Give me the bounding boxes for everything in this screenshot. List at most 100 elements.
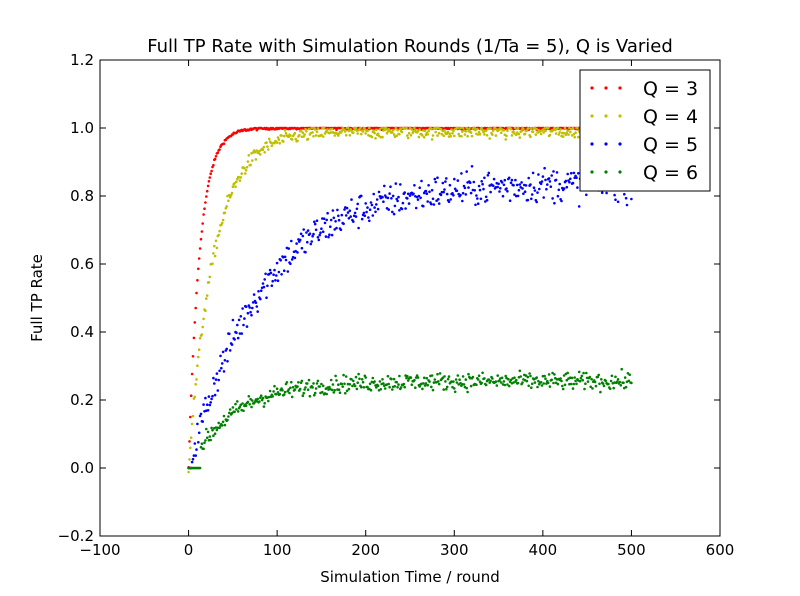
data-point [347, 129, 351, 133]
data-point [231, 406, 235, 409]
data-point [208, 403, 212, 407]
data-point [353, 211, 357, 215]
data-point [263, 278, 267, 281]
data-point [477, 184, 481, 188]
data-point [399, 386, 403, 389]
data-point [523, 132, 527, 136]
data-point [476, 197, 479, 200]
data-point [564, 133, 568, 137]
data-point [199, 237, 203, 241]
data-point [387, 382, 391, 386]
data-point [302, 391, 306, 395]
data-point [600, 378, 603, 381]
data-point [244, 172, 247, 175]
data-point [537, 379, 540, 383]
data-point [492, 129, 495, 132]
data-point [610, 374, 614, 378]
data-point [275, 274, 278, 277]
data-point [200, 230, 204, 233]
data-point [334, 220, 337, 223]
data-point [211, 428, 214, 432]
data-point [556, 382, 560, 386]
data-point [426, 133, 430, 136]
data-point [272, 273, 275, 277]
data-point [197, 257, 201, 260]
data-point [388, 192, 391, 195]
data-point [356, 132, 360, 135]
data-point [348, 383, 352, 386]
data-point [329, 225, 332, 228]
data-point [371, 376, 375, 380]
data-point [188, 440, 191, 443]
data-point [526, 375, 530, 379]
data-point [516, 194, 520, 198]
data-point [272, 390, 275, 393]
data-point [321, 390, 324, 394]
data-point [473, 126, 477, 130]
data-point [568, 180, 571, 184]
data-point [570, 376, 574, 380]
data-point [258, 400, 261, 403]
data-point [418, 385, 422, 388]
data-point [218, 229, 221, 233]
data-point [494, 134, 498, 137]
data-point [326, 211, 329, 215]
data-point [244, 404, 248, 408]
data-point [262, 405, 266, 408]
data-point [452, 129, 455, 133]
data-point [461, 375, 465, 378]
data-point [577, 370, 581, 374]
data-point [209, 438, 212, 442]
legend-marker [604, 86, 608, 90]
data-point [508, 199, 512, 202]
data-point [477, 130, 481, 134]
data-point [306, 382, 309, 385]
data-point [284, 131, 288, 135]
data-point [462, 383, 466, 386]
data-point [202, 317, 205, 321]
data-point [271, 395, 275, 398]
data-point [582, 371, 585, 375]
data-point [391, 388, 394, 391]
data-point [460, 172, 463, 175]
data-point [457, 132, 461, 136]
data-point [427, 129, 430, 133]
data-point [344, 214, 348, 217]
data-point [536, 385, 539, 389]
data-point [235, 180, 238, 183]
data-point [412, 192, 415, 196]
data-point [599, 390, 602, 394]
data-point [395, 134, 399, 138]
data-point [208, 176, 212, 179]
data-point [548, 133, 552, 137]
data-point [255, 149, 259, 152]
data-point [576, 126, 579, 130]
data-point [251, 399, 254, 402]
data-point [207, 395, 211, 398]
data-point [253, 151, 257, 154]
data-point [373, 380, 376, 383]
data-point [283, 390, 287, 394]
data-point [249, 310, 252, 314]
data-point [313, 222, 317, 226]
legend-marker [590, 142, 594, 146]
y-tick-label: 0.8 [70, 187, 94, 205]
data-point [330, 233, 334, 237]
data-point [566, 371, 569, 375]
data-point [283, 255, 287, 259]
data-point [556, 194, 560, 198]
data-point [489, 127, 492, 130]
data-point [535, 200, 538, 204]
y-tick-label: 1.0 [70, 119, 94, 137]
data-point [312, 382, 315, 385]
data-point [419, 196, 422, 200]
data-point [394, 182, 398, 185]
data-point [439, 193, 443, 197]
x-tick-label: 300 [440, 541, 469, 559]
data-point [403, 191, 407, 194]
data-point [361, 130, 365, 133]
data-point [481, 371, 484, 375]
axis-ticks [99, 59, 721, 537]
data-point [368, 219, 371, 223]
data-point [214, 378, 218, 381]
